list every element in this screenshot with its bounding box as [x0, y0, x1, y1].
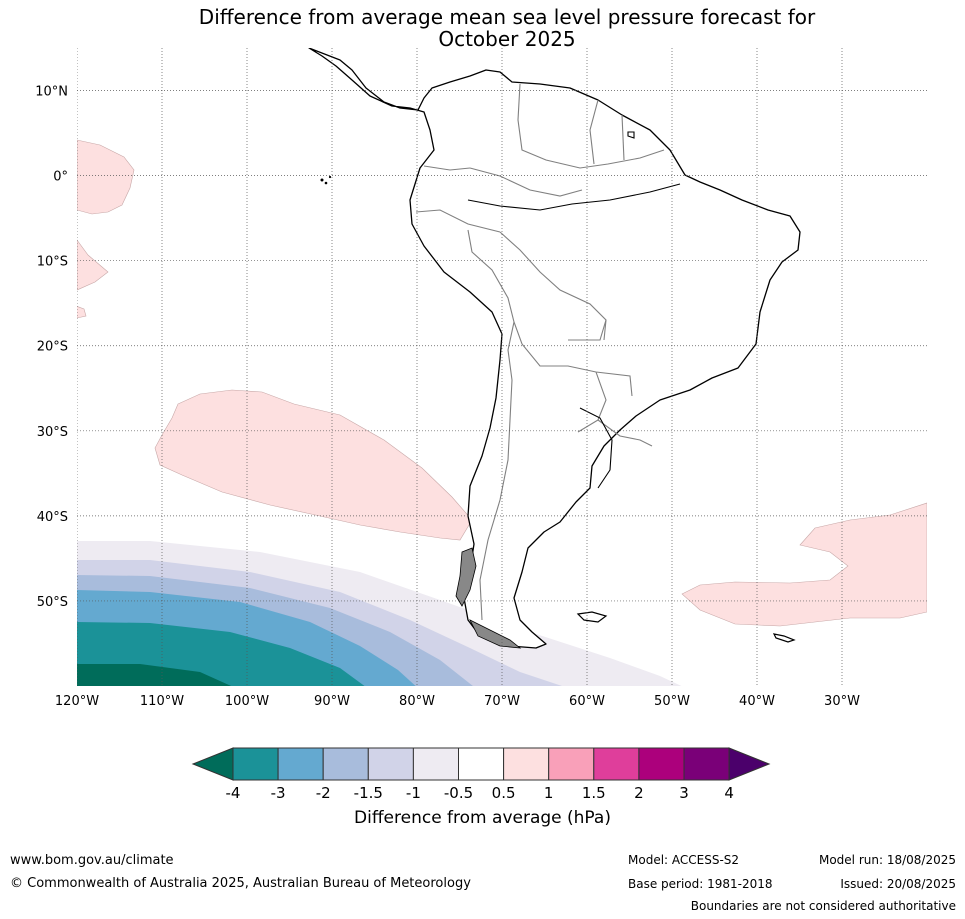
lon-label: 90°W: [314, 694, 350, 709]
lon-label: 100°W: [225, 694, 269, 709]
lat-label: 50°S: [37, 595, 68, 610]
colorbar-tick-label: -4: [226, 784, 241, 800]
lat-label: 30°S: [37, 425, 68, 440]
lon-label: 50°W: [654, 694, 690, 709]
rivers: [467, 131, 681, 489]
south-america-coastline: [308, 48, 801, 649]
band-minus-4: [77, 664, 232, 686]
colorbar-tick-label: 1: [544, 784, 554, 800]
lon-label: 110°W: [140, 694, 184, 709]
colorbar-tick-label: -2: [316, 784, 331, 800]
lon-label: 60°W: [569, 694, 605, 709]
colorbar-swatch: [412, 747, 459, 781]
longitude-labels: 120°W 110°W 100°W 90°W 80°W 70°W 60°W 50°W 40°W 3…: [55, 694, 860, 709]
colorbar-tick-label: -3: [271, 784, 286, 800]
pressure-anomaly-map: 10°N 0° 10°S 20°S 30°S 40°S 50°S 120°W 110°W 100…: [35, 48, 927, 800]
latitude-labels: 10°N 0° 10°S 20°S 30°S 40°S 50°S: [35, 85, 68, 610]
colorbar-tick-label: -0.5: [444, 784, 473, 800]
gridlines: [77, 48, 927, 686]
colorbar-swatch: [503, 747, 550, 781]
galapagos-islands: [320, 175, 332, 185]
lon-label: 70°W: [484, 694, 520, 709]
lon-label: 30°W: [824, 694, 860, 709]
patch-southeast-pacific: [154, 389, 473, 541]
model-run-date: Model run: 18/08/2025: [818, 853, 956, 867]
lat-label: 10°S: [37, 255, 68, 270]
chilean-fjords: [455, 547, 522, 649]
colorbar-swatch: [367, 747, 414, 781]
colorbar-extend-high: [728, 747, 771, 781]
lon-label: 120°W: [55, 694, 99, 709]
south-georgia: [772, 633, 796, 643]
colorbar-label: Difference from average (hPa): [354, 808, 611, 828]
colorbar-swatch: [277, 747, 324, 781]
map-plot-area: [77, 48, 927, 686]
lon-label: 40°W: [739, 694, 775, 709]
colorbar-tick-label: 3: [679, 784, 689, 800]
colorbar-tick-label: 4: [724, 784, 734, 800]
patch-west-edge: [77, 239, 109, 291]
negative-anomaly-bands: [77, 541, 682, 686]
colorbar-swatch: [232, 747, 279, 781]
colorbar-extend-low: [191, 747, 234, 781]
colorbar-swatch: [683, 747, 730, 781]
patch-equatorial-pacific: [77, 139, 135, 215]
lat-label: 40°S: [37, 510, 68, 525]
patch-small-west: [77, 306, 87, 319]
map-title: Difference from average mean sea level p…: [0, 6, 965, 50]
colorbar-swatch: [638, 747, 685, 781]
colorbar-tick-label: 2: [634, 784, 644, 800]
title-line-1: Difference from average mean sea level p…: [198, 5, 816, 29]
colorbar-swatch: [458, 747, 505, 781]
website-link[interactable]: www.bom.gov.au/climate: [10, 853, 174, 868]
patch-south-atlantic: [681, 502, 927, 627]
lon-label: 80°W: [399, 694, 435, 709]
colorbar-tick-label: 0.5: [492, 784, 516, 800]
title-line-2: October 2025: [438, 27, 576, 51]
lat-label: 20°S: [37, 340, 68, 355]
colorbar-tick-label: -1.5: [354, 784, 383, 800]
issued-date: Issued: 20/08/2025: [840, 877, 956, 891]
falkland-islands: [576, 611, 608, 623]
colorbar-tick-label: 1.5: [582, 784, 606, 800]
colorbar-tick-label: -1: [406, 784, 421, 800]
country-borders: [415, 83, 665, 621]
colorbar-swatch: [548, 747, 595, 781]
model-name: Model: ACCESS-S2: [628, 853, 740, 867]
colorbar-swatch: [322, 747, 369, 781]
lat-label: 10°N: [35, 85, 68, 100]
disclaimer-text: Boundaries are not considered authoritat…: [690, 899, 956, 913]
base-period: Base period: 1981-2018: [628, 877, 773, 891]
colorbar-swatch: [593, 747, 640, 781]
colorbar: -4 -3 -2 -1.5 -1 -0.5 0.5 1 1.5 2 3 4: [191, 747, 771, 800]
south-america: [308, 48, 801, 649]
copyright-text: © Commonwealth of Australia 2025, Austra…: [10, 876, 471, 891]
lat-label: 0°: [53, 170, 68, 185]
